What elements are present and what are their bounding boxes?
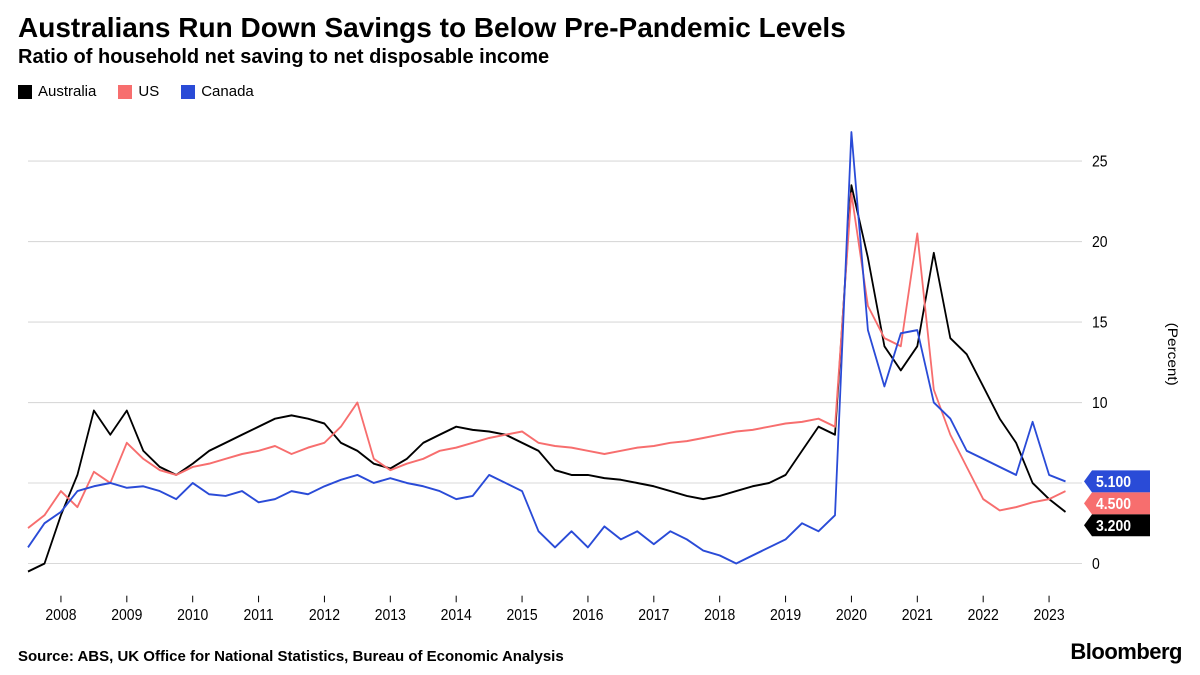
chart-area: 0510152025200820092010201120122013201420… <box>18 104 1182 631</box>
svg-text:2011: 2011 <box>244 607 274 624</box>
svg-text:20: 20 <box>1092 235 1108 252</box>
svg-text:2023: 2023 <box>1033 607 1064 624</box>
svg-text:2020: 2020 <box>836 607 867 624</box>
svg-text:2015: 2015 <box>506 607 537 624</box>
legend-item: Canada <box>181 83 254 100</box>
svg-text:4.500: 4.500 <box>1096 496 1131 513</box>
svg-text:2019: 2019 <box>770 607 801 624</box>
svg-text:0: 0 <box>1092 557 1100 574</box>
legend-item: US <box>118 83 159 100</box>
svg-text:2013: 2013 <box>375 607 406 624</box>
legend: Australia US Canada <box>18 83 1182 100</box>
legend-label: US <box>138 83 159 100</box>
chart-subtitle: Ratio of household net saving to net dis… <box>18 46 1182 69</box>
svg-text:2010: 2010 <box>177 607 208 624</box>
svg-text:15: 15 <box>1092 315 1108 332</box>
svg-text:2016: 2016 <box>572 607 603 624</box>
svg-text:3.200: 3.200 <box>1096 518 1131 535</box>
legend-label: Australia <box>38 83 96 100</box>
svg-text:2012: 2012 <box>309 607 340 624</box>
chart-title: Australians Run Down Savings to Below Pr… <box>18 12 1182 44</box>
chart-container: { "title": "Australians Run Down Savings… <box>0 0 1200 675</box>
svg-text:(Percent): (Percent) <box>1164 323 1179 386</box>
svg-text:5.100: 5.100 <box>1096 475 1131 492</box>
legend-item: Australia <box>18 83 96 100</box>
legend-swatch <box>181 85 195 99</box>
svg-text:2009: 2009 <box>111 607 142 624</box>
svg-text:10: 10 <box>1092 396 1108 413</box>
svg-text:2017: 2017 <box>638 607 669 624</box>
svg-text:2022: 2022 <box>968 607 999 624</box>
svg-text:2014: 2014 <box>441 607 472 624</box>
legend-swatch <box>18 85 32 99</box>
svg-text:2021: 2021 <box>902 607 933 624</box>
svg-text:2018: 2018 <box>704 607 735 624</box>
chart-footer: Source: ABS, UK Office for National Stat… <box>18 639 1182 665</box>
legend-label: Canada <box>201 83 254 100</box>
legend-swatch <box>118 85 132 99</box>
brand-watermark: Bloomberg <box>1070 639 1182 665</box>
line-chart-svg: 0510152025200820092010201120122013201420… <box>18 104 1182 631</box>
svg-text:25: 25 <box>1092 154 1108 171</box>
source-text: Source: ABS, UK Office for National Stat… <box>18 648 564 665</box>
svg-text:2008: 2008 <box>45 607 76 624</box>
